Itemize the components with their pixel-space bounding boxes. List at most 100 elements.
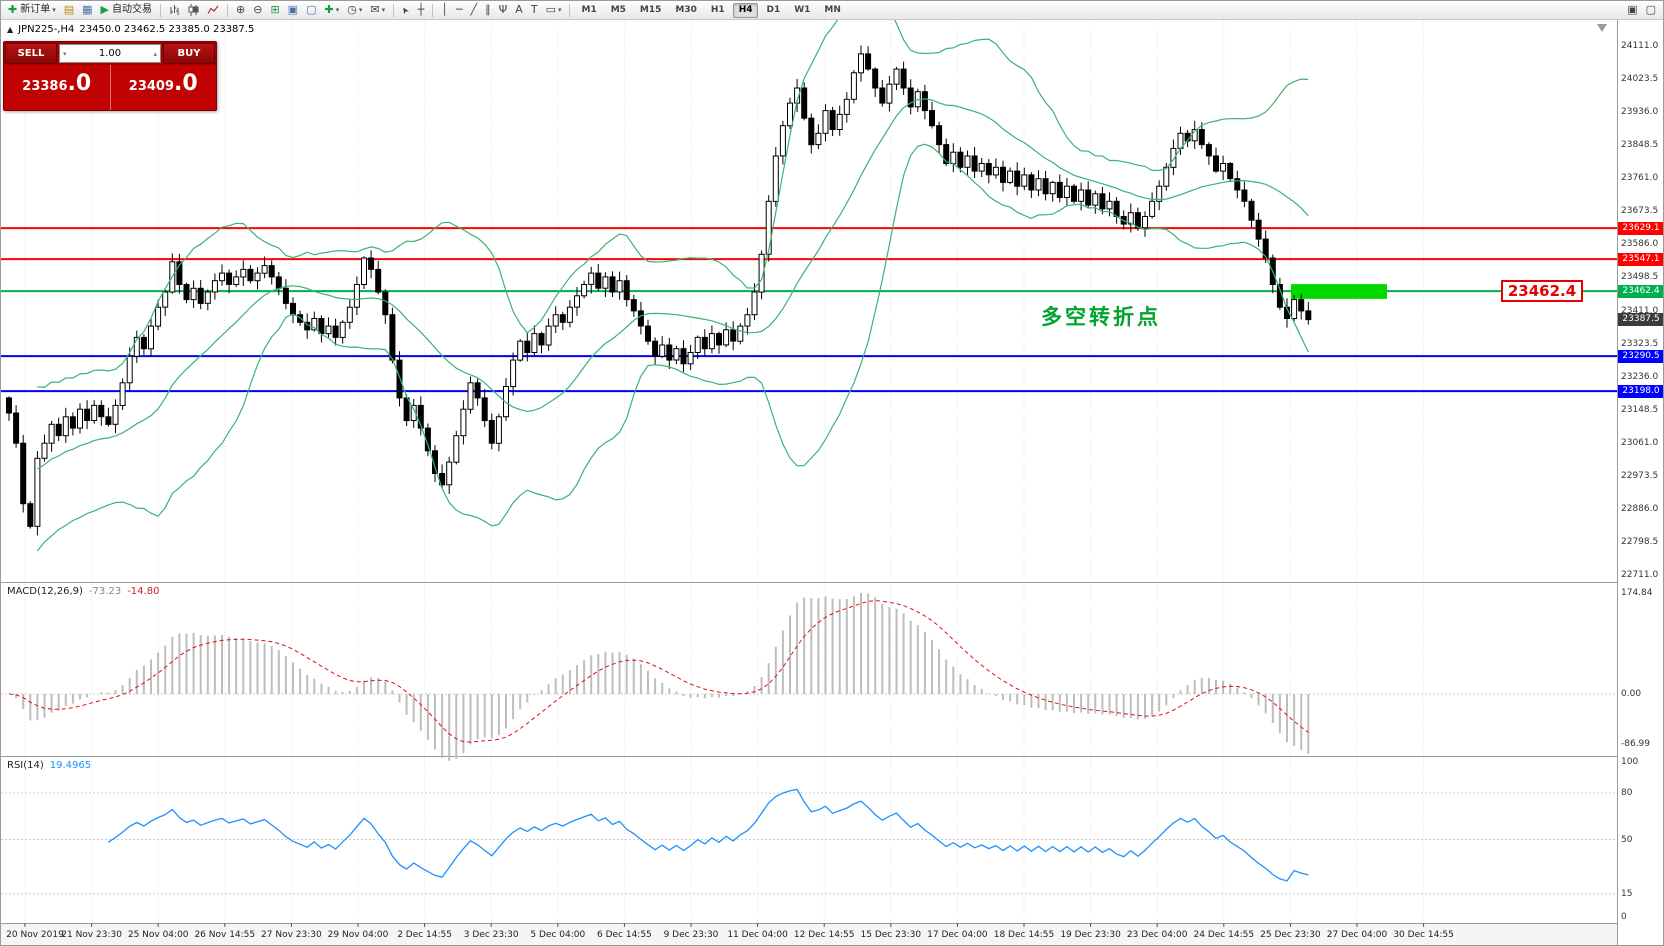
timeframe-h4[interactable]: H4: [732, 2, 759, 18]
expand-window-icon[interactable]: ▢: [1645, 3, 1656, 16]
candle: [204, 291, 211, 304]
zoom-in-icon[interactable]: ⊕: [236, 3, 246, 16]
timeframe-mn[interactable]: MN: [824, 4, 841, 15]
volume-increase-icon[interactable]: ▴: [153, 49, 157, 58]
timeframe-m30[interactable]: M30: [675, 4, 697, 15]
time-axis-label: 23 Dec 04:00: [1126, 930, 1188, 940]
bar-chart-icon[interactable]: [166, 2, 183, 18]
candle: [1213, 155, 1219, 172]
candlestick-chart-icon[interactable]: [185, 2, 202, 18]
candle: [751, 291, 758, 316]
bollinger-lower: [36, 143, 1309, 552]
sell-price-display[interactable]: 23386.0: [4, 65, 110, 110]
buy-price-display[interactable]: 23409.0: [111, 65, 217, 110]
volume-value[interactable]: 1.00: [98, 48, 122, 59]
one-click-trading-panel: SELL ▾ 1.00 ▴ BUY 23386.0 23409.0: [3, 41, 217, 111]
candle: [1035, 178, 1042, 191]
auto-trading-button[interactable]: ▶ 自动交易: [100, 3, 153, 16]
indicators-add-icon[interactable]: ✚: [321, 2, 342, 18]
horizontal-line-icon[interactable]: ─: [455, 3, 463, 16]
sell-button[interactable]: SELL: [5, 43, 57, 64]
candle: [737, 325, 744, 342]
price-level-tag: 23198.0: [1618, 384, 1663, 398]
candle: [574, 295, 580, 308]
tile-windows-icon[interactable]: ⊞: [270, 3, 280, 16]
candle: [432, 450, 438, 474]
candle: [446, 461, 453, 486]
trendline-icon[interactable]: ╱: [470, 3, 478, 16]
one-click-panel-toggle-icon[interactable]: ▲: [7, 25, 14, 34]
timeframe-d1[interactable]: D1: [766, 4, 781, 15]
candle: [176, 261, 183, 285]
candle: [48, 423, 55, 444]
candle: [261, 265, 268, 274]
candle: [1014, 170, 1021, 187]
volume-stepper[interactable]: ▾ 1.00 ▴: [59, 44, 161, 63]
candle: [375, 268, 382, 293]
candle: [886, 83, 893, 104]
templates-icon[interactable]: ✉: [367, 2, 388, 18]
timeframe-m15[interactable]: M15: [639, 4, 662, 15]
candle: [339, 321, 346, 338]
candle: [801, 87, 808, 119]
candle: [772, 155, 779, 202]
time-axis-label: 30 Dec 14:55: [1393, 930, 1454, 940]
periods-icon[interactable]: ◷: [344, 2, 365, 18]
arrange-windows-icon[interactable]: ▢: [306, 3, 317, 16]
text-icon[interactable]: A: [515, 3, 523, 16]
line-chart-icon[interactable]: [204, 2, 222, 18]
cascade-windows-icon[interactable]: ▣: [287, 3, 299, 16]
time-axis-label: 19 Dec 23:30: [1060, 930, 1121, 940]
candle: [1056, 181, 1063, 198]
candle: [1170, 147, 1177, 168]
cursor-icon[interactable]: ➤: [399, 4, 413, 16]
shapes-icon[interactable]: ▭: [543, 2, 565, 18]
candles-layer: [6, 45, 1312, 536]
data-window-icon[interactable]: ▦: [82, 3, 93, 16]
text-label-icon[interactable]: T: [530, 3, 538, 16]
candle: [382, 291, 389, 316]
candle: [1142, 216, 1148, 229]
symbol-ohlc: 23450.0 23462.5 23385.0 23387.5: [79, 24, 255, 35]
candle: [417, 404, 424, 429]
rsi-line: [108, 788, 1309, 882]
timeframe-m1[interactable]: M1: [581, 4, 597, 15]
candle: [105, 416, 112, 425]
symbol-title: JPN225-,H4: [18, 24, 75, 35]
time-axis-label: 12 Dec 14:55: [793, 930, 855, 940]
charts-profile-icon[interactable]: ▤: [63, 3, 75, 16]
macd-main-value: -73.23: [88, 586, 122, 597]
candle: [822, 110, 829, 134]
price-axis-label: 23323.5: [1621, 338, 1659, 349]
candle: [893, 68, 900, 85]
vertical-line-icon[interactable]: │: [441, 3, 448, 16]
buy-button[interactable]: BUY: [163, 43, 215, 64]
time-axis-label: 3 Dec 23:30: [463, 930, 519, 940]
candle: [98, 404, 105, 418]
volume-decrease-icon[interactable]: ▾: [63, 49, 67, 58]
bollinger-middle: [37, 98, 1309, 470]
zoom-out-icon[interactable]: ⊖: [253, 3, 263, 16]
candle: [126, 355, 133, 384]
rsi-axis-label: 15: [1621, 888, 1633, 899]
timeframe-h1[interactable]: H1: [710, 4, 725, 15]
timeframe-w1[interactable]: W1: [794, 4, 811, 15]
price-level-tag: 23547.1: [1618, 252, 1663, 266]
equidistant-channel-icon[interactable]: ∥: [485, 3, 491, 16]
candle: [1021, 174, 1028, 187]
andrews-pitchfork-icon[interactable]: Ψ: [498, 3, 508, 16]
timeframe-m5[interactable]: M5: [610, 4, 626, 15]
macd-name: MACD(12,26,9): [7, 586, 83, 597]
candle: [62, 416, 69, 437]
new-order-button[interactable]: ✚ 新订单: [5, 2, 59, 18]
price-level-tag: 23462.4: [1618, 284, 1663, 298]
candle: [957, 151, 964, 168]
dock-window-icon[interactable]: ▣: [1627, 3, 1638, 16]
time-axis-label: 27 Dec 04:00: [1326, 930, 1388, 940]
price-axis-label: 23061.0: [1621, 437, 1659, 448]
candle: [27, 503, 34, 527]
crosshair-icon[interactable]: ┼: [417, 3, 425, 16]
candle: [290, 302, 296, 316]
candle: [936, 125, 943, 146]
